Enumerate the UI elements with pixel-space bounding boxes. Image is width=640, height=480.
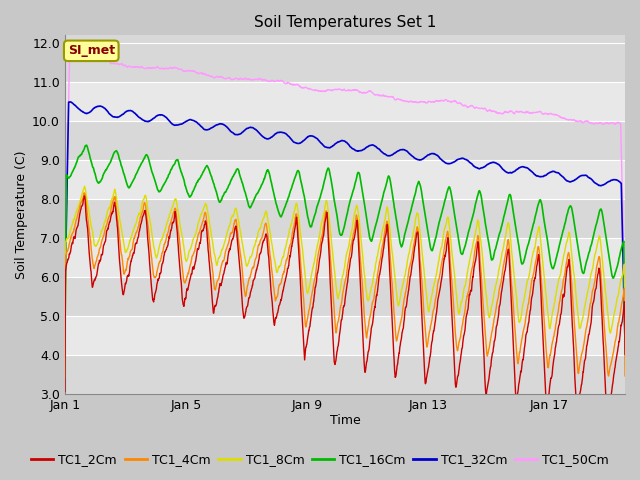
Bar [65,277,625,316]
Bar [65,121,625,160]
Y-axis label: Soil Temperature (C): Soil Temperature (C) [15,151,28,279]
Bar [65,199,625,238]
Text: SI_met: SI_met [68,44,115,57]
Bar [65,316,625,355]
Bar [65,238,625,277]
Bar [65,82,625,121]
Bar [65,43,625,82]
Bar [65,355,625,395]
Title: Soil Temperatures Set 1: Soil Temperatures Set 1 [254,15,436,30]
Legend: TC1_2Cm, TC1_4Cm, TC1_8Cm, TC1_16Cm, TC1_32Cm, TC1_50Cm: TC1_2Cm, TC1_4Cm, TC1_8Cm, TC1_16Cm, TC1… [26,448,614,471]
X-axis label: Time: Time [330,414,360,427]
Bar [65,160,625,199]
